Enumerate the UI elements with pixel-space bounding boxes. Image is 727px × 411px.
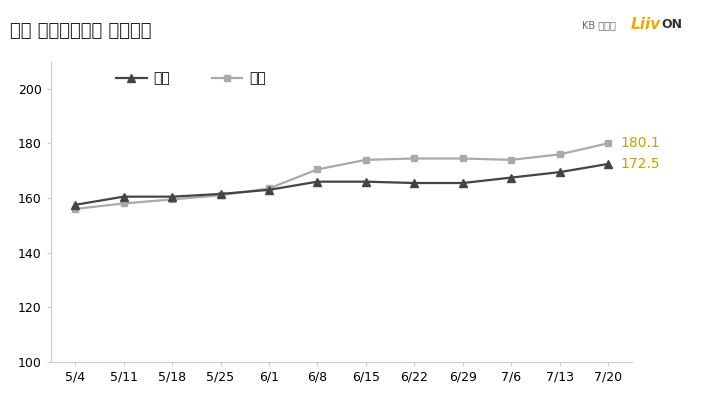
Legend: 전국, 서울: 전국, 서울 bbox=[116, 72, 266, 85]
Text: 172.5: 172.5 bbox=[620, 157, 660, 171]
Text: ON: ON bbox=[662, 18, 683, 32]
Text: Liiv: Liiv bbox=[631, 18, 662, 32]
Text: 서울 전세수급동향 주간추이: 서울 전세수급동향 주간추이 bbox=[10, 21, 152, 39]
Text: KB 부동산: KB 부동산 bbox=[582, 20, 616, 30]
Text: 180.1: 180.1 bbox=[620, 136, 660, 150]
